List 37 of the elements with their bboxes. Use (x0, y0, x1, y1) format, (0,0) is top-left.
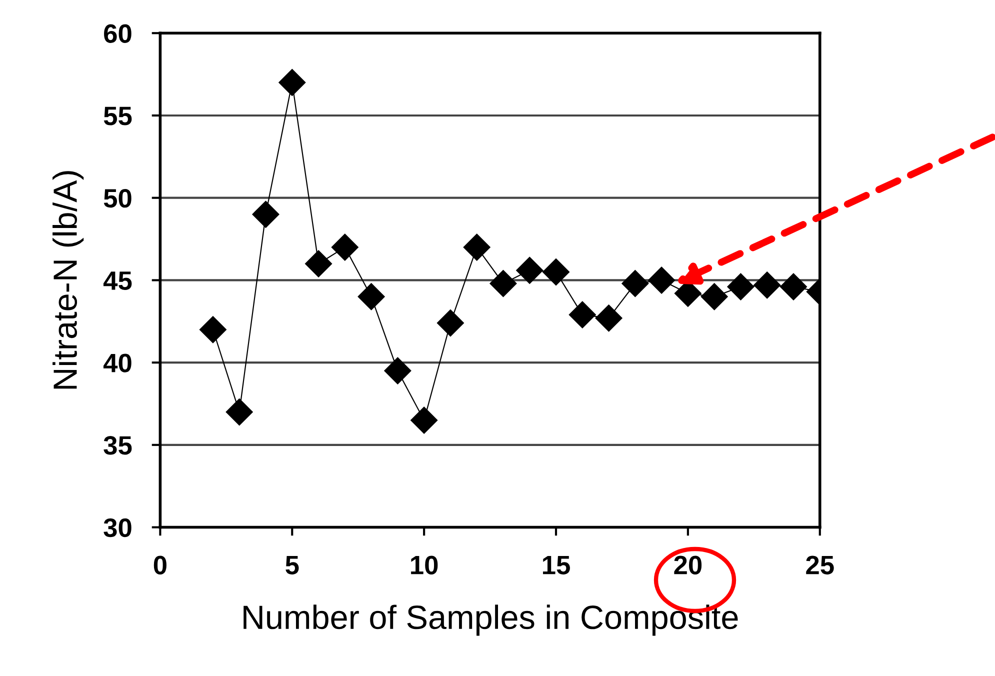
y-tick-label: 35 (104, 436, 132, 455)
x-tick-label: 5 (286, 556, 299, 574)
y-tick-label: 30 (104, 518, 132, 538)
y-axis-title: Nitrate-N (lb/A) (52, 171, 84, 389)
y-tick-label: 60 (104, 24, 132, 43)
x-tick-label: 15 (542, 556, 570, 574)
x-tick-label: 20 (674, 556, 702, 574)
point (305, 250, 332, 278)
point (516, 256, 544, 284)
y-tick-label: 40 (103, 354, 132, 372)
y-tick-label: 45 (103, 272, 132, 290)
x-tick-label: 25 (806, 556, 834, 574)
point (490, 270, 517, 297)
y-tick-label: 50 (104, 188, 132, 208)
point (226, 398, 253, 426)
y-tick-label: 55 (104, 106, 132, 126)
point (358, 283, 385, 310)
x-axis-title: Number of Samples in Composite (244, 604, 738, 636)
point (700, 283, 728, 310)
point (436, 310, 464, 336)
point (727, 273, 754, 300)
point (780, 273, 807, 300)
point (648, 266, 676, 294)
point (410, 406, 438, 434)
point (463, 234, 490, 261)
point (384, 357, 412, 384)
point (754, 272, 781, 299)
point (278, 69, 306, 96)
point (331, 234, 358, 261)
point (542, 258, 570, 286)
point (200, 316, 226, 344)
x-tick-label: 0 (154, 556, 166, 574)
point (568, 301, 596, 328)
point (622, 270, 649, 297)
point (252, 200, 280, 228)
point (595, 304, 622, 332)
x-tick-label: 10 (411, 556, 438, 574)
